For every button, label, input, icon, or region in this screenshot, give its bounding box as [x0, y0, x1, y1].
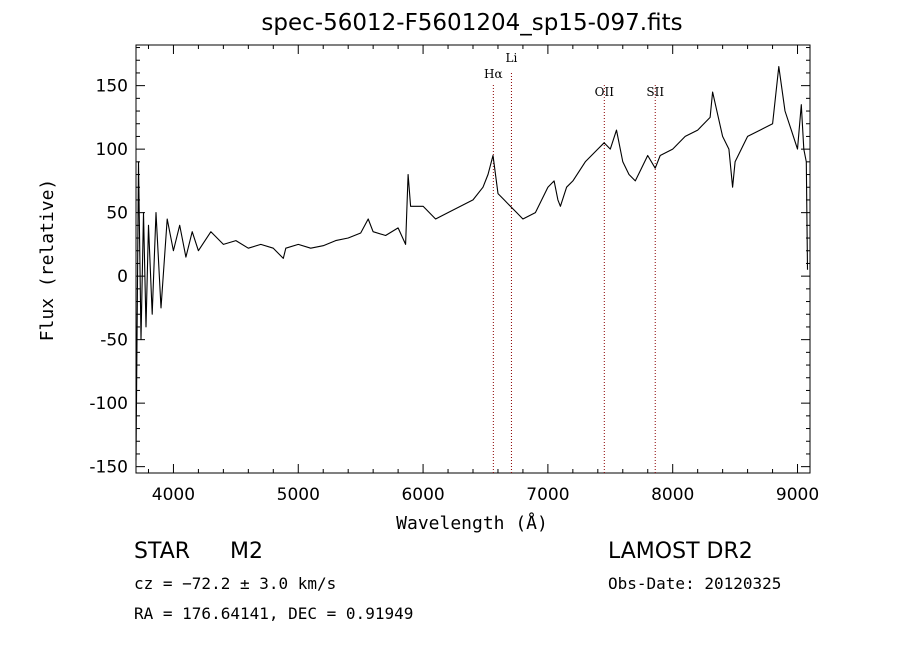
y-tick-label: 0 — [117, 267, 128, 287]
y-tick-label: 100 — [96, 140, 128, 160]
star-type: STAR — [134, 539, 191, 564]
y-tick-label: -100 — [89, 394, 128, 414]
y-tick-label: 50 — [106, 204, 128, 224]
y-tick-label: -50 — [100, 331, 128, 351]
x-tick-label: 6000 — [401, 485, 444, 505]
star-class: STAR M2 — [134, 539, 263, 564]
star-subclass: M2 — [230, 539, 264, 564]
spectrum-line — [135, 66, 809, 461]
x-tick-label: 4000 — [152, 485, 195, 505]
redshift-info: cz = −72.2 ± 3.0 km/s — [134, 574, 337, 593]
axis-ticks: 4000 5000 6000 7000 8000 9000 -150 -100 -50 0 50 10… — [89, 45, 819, 505]
x-tick-label: 5000 — [277, 485, 320, 505]
spectral-line-label: OII — [595, 85, 615, 99]
coordinates-info: RA = 176.64141, DEC = 0.91949 — [134, 604, 414, 623]
x-axis-label: Wavelength (Å) — [396, 512, 548, 534]
x-tick-label: 9000 — [776, 485, 819, 505]
chart-title: spec-56012-F5601204_sp15-097.fits — [261, 10, 682, 36]
y-axis-label: Flux (relative) — [37, 179, 58, 342]
obs-date: Obs-Date: 20120325 — [608, 574, 782, 593]
y-tick-label: 150 — [96, 77, 128, 97]
x-tick-label: 8000 — [651, 485, 694, 505]
y-tick-label: -150 — [89, 458, 128, 478]
x-tick-label: 7000 — [526, 485, 569, 505]
spectral-line-label: Li — [506, 51, 518, 65]
spectral-line-label: SII — [646, 85, 664, 99]
plot-frame — [135, 44, 811, 474]
spectral-line-label: Hα — [484, 67, 503, 81]
survey-name: LAMOST DR2 — [608, 539, 753, 564]
series-layer — [135, 66, 809, 461]
